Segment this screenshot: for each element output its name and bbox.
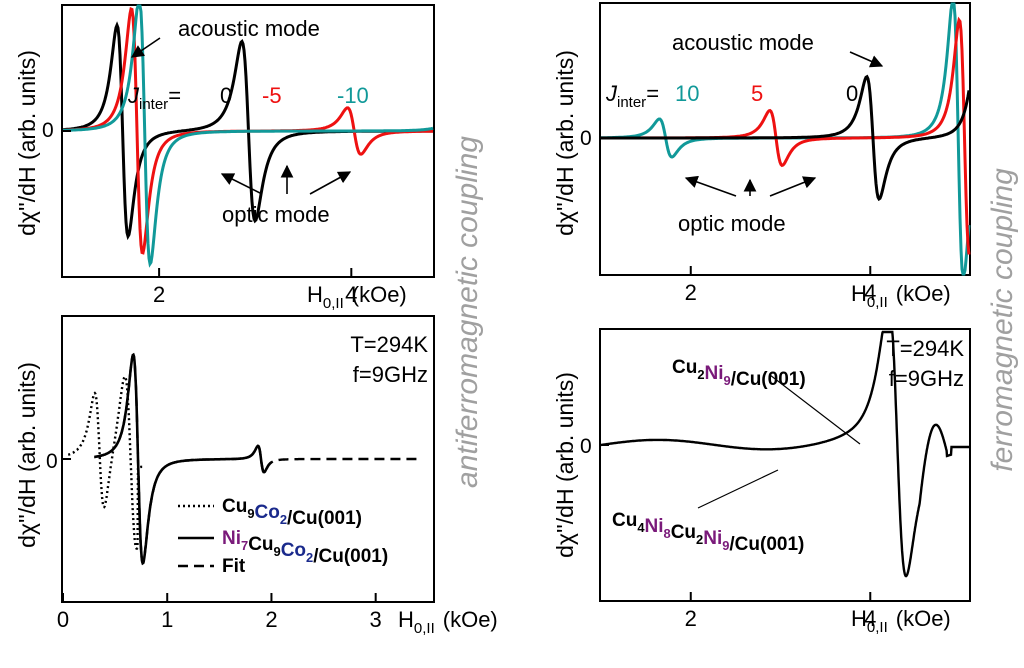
plot-frame: [61, 315, 435, 603]
x-tick-label: 1: [161, 607, 173, 632]
plot-frame: [61, 4, 435, 278]
optic-mode-arrow: [769, 176, 817, 197]
measured-line-ni7cu9co2: [94, 352, 273, 566]
x-tick-label: 0: [57, 607, 69, 632]
y-zero-tick-label: 0: [42, 119, 54, 142]
legend: Cu9Co2/Cu(001)Ni7Cu9Co2/Cu(001)Fit: [178, 496, 388, 577]
fit-line: [94, 352, 418, 566]
optic-mode-arrow: [220, 173, 263, 195]
frequency-label: f=9GHz: [353, 362, 428, 387]
series-line-jinter-0: [601, 74, 971, 202]
x-axis-label: H0,II (kOe): [307, 282, 407, 312]
optic-mode-label: optic mode: [678, 211, 786, 236]
optic-mode-arrow: [309, 171, 352, 195]
acoustic-mode-label: acoustic mode: [672, 30, 814, 55]
jinter-value-10: 10: [675, 81, 699, 106]
y-zero-tick-label: 0: [580, 127, 592, 150]
panel-top-right: 2 4 dχ''/dH (arb. units) 0 H0,II (kOe) aco…: [552, 2, 971, 311]
x-tick-label: 4: [345, 282, 357, 307]
y-axis-label: dχ''/dH (arb. units): [552, 372, 578, 558]
acoustic-mode-label: acoustic mode: [178, 16, 320, 41]
series-line-jinter--10: [63, 4, 434, 268]
sample-label-cu2ni9: Cu2Ni9/Cu(001): [672, 357, 806, 390]
sample-pointer-line: [697, 469, 779, 509]
panel-top-left: 2 4 dχ''/dH (arb. units) 0 H0,II (kOe) aco…: [14, 4, 435, 312]
y-zero-tick-label: 0: [580, 435, 592, 458]
legend-label: Ni7Cu9Co2/Cu(001): [222, 528, 388, 567]
jinter-value-0: 0: [220, 83, 232, 108]
x-tick-label: 4: [864, 280, 876, 305]
x-tick-label: 2: [685, 280, 697, 305]
optic-mode-arrow: [684, 175, 737, 197]
x-tick-label: 3: [370, 607, 382, 632]
frequency-label: f=9GHz: [889, 366, 964, 391]
temperature-label: T=294K: [886, 336, 964, 361]
measured-line-cu9co2: [67, 374, 144, 550]
panel-bottom-right: 2 4 dχ''/dH (arb. units) 0 H0,II (kOe) T=2…: [552, 328, 971, 636]
plot-frame: [599, 328, 971, 602]
y-zero-tick-label: 0: [46, 450, 58, 473]
panel-bottom-left: 0 1 2 3 dχ''/dH (arb. units) 0 H0,II (kOe) T…: [14, 315, 498, 637]
jinter-value-5: 5: [751, 81, 763, 106]
jinter-value-minus5: -5: [262, 83, 282, 108]
legend-label: Cu9Co2/Cu(001): [222, 496, 362, 529]
acoustic-mode-arrow: [849, 51, 884, 68]
optic-mode-label: optic mode: [222, 202, 330, 227]
legend-label: Fit: [222, 556, 246, 577]
x-axis-label: H0,II (kOe): [398, 607, 498, 637]
jinter-value-minus10: -10: [337, 83, 369, 108]
x-axis-label: H0,II (kOe): [851, 606, 951, 636]
sample-labels: Cu2Ni9/Cu(001) Cu4Ni8Cu2Ni9/Cu(001): [612, 357, 806, 555]
acoustic-mode-arrow: [130, 37, 161, 58]
x-tick-label: 2: [685, 606, 697, 631]
sample-label-cu4ni8cu2ni9: Cu4Ni8Cu2Ni9/Cu(001): [612, 510, 804, 555]
y-axis-label: dχ''/dH (arb. units): [14, 50, 40, 236]
y-axis-label: dχ''/dH (arb. units): [552, 50, 578, 236]
sample-pointer-line: [769, 374, 861, 445]
plot-frame: [599, 2, 971, 276]
jinter-label: Jinter=: [605, 81, 659, 111]
side-label-ferromagnetic: ferromagnetic coupling: [986, 168, 1019, 472]
measured-line-cu4ni8cu2ni9: [601, 330, 969, 578]
jinter-value-0: 0: [846, 81, 858, 106]
x-tick-label: 2: [153, 282, 165, 307]
x-tick-label: 4: [864, 606, 876, 631]
x-axis-label: H0,II (kOe): [851, 281, 951, 311]
jinter-label: Jinter=: [127, 83, 181, 113]
temperature-label: T=294K: [350, 332, 428, 357]
x-tick-label: 2: [265, 607, 277, 632]
side-label-antiferromagnetic: antiferromagnetic coupling: [451, 136, 484, 488]
y-axis-label: dχ''/dH (arb. units): [14, 362, 40, 548]
